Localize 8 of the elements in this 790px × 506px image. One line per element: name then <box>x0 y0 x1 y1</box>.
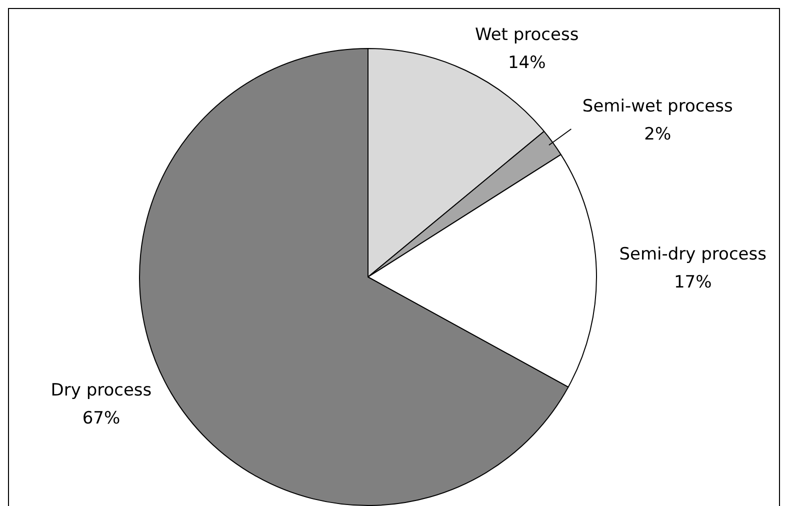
slice-label: Wet process <box>475 24 579 45</box>
data-label: 14% <box>508 52 546 73</box>
slice-label: Dry process <box>50 380 152 400</box>
data-label: 67% <box>82 408 120 428</box>
data-label: 17% <box>674 272 712 293</box>
slice-label: Semi-dry process <box>619 244 767 265</box>
data-label: 2% <box>644 124 672 145</box>
slice-label: Semi-wet process <box>582 96 734 117</box>
